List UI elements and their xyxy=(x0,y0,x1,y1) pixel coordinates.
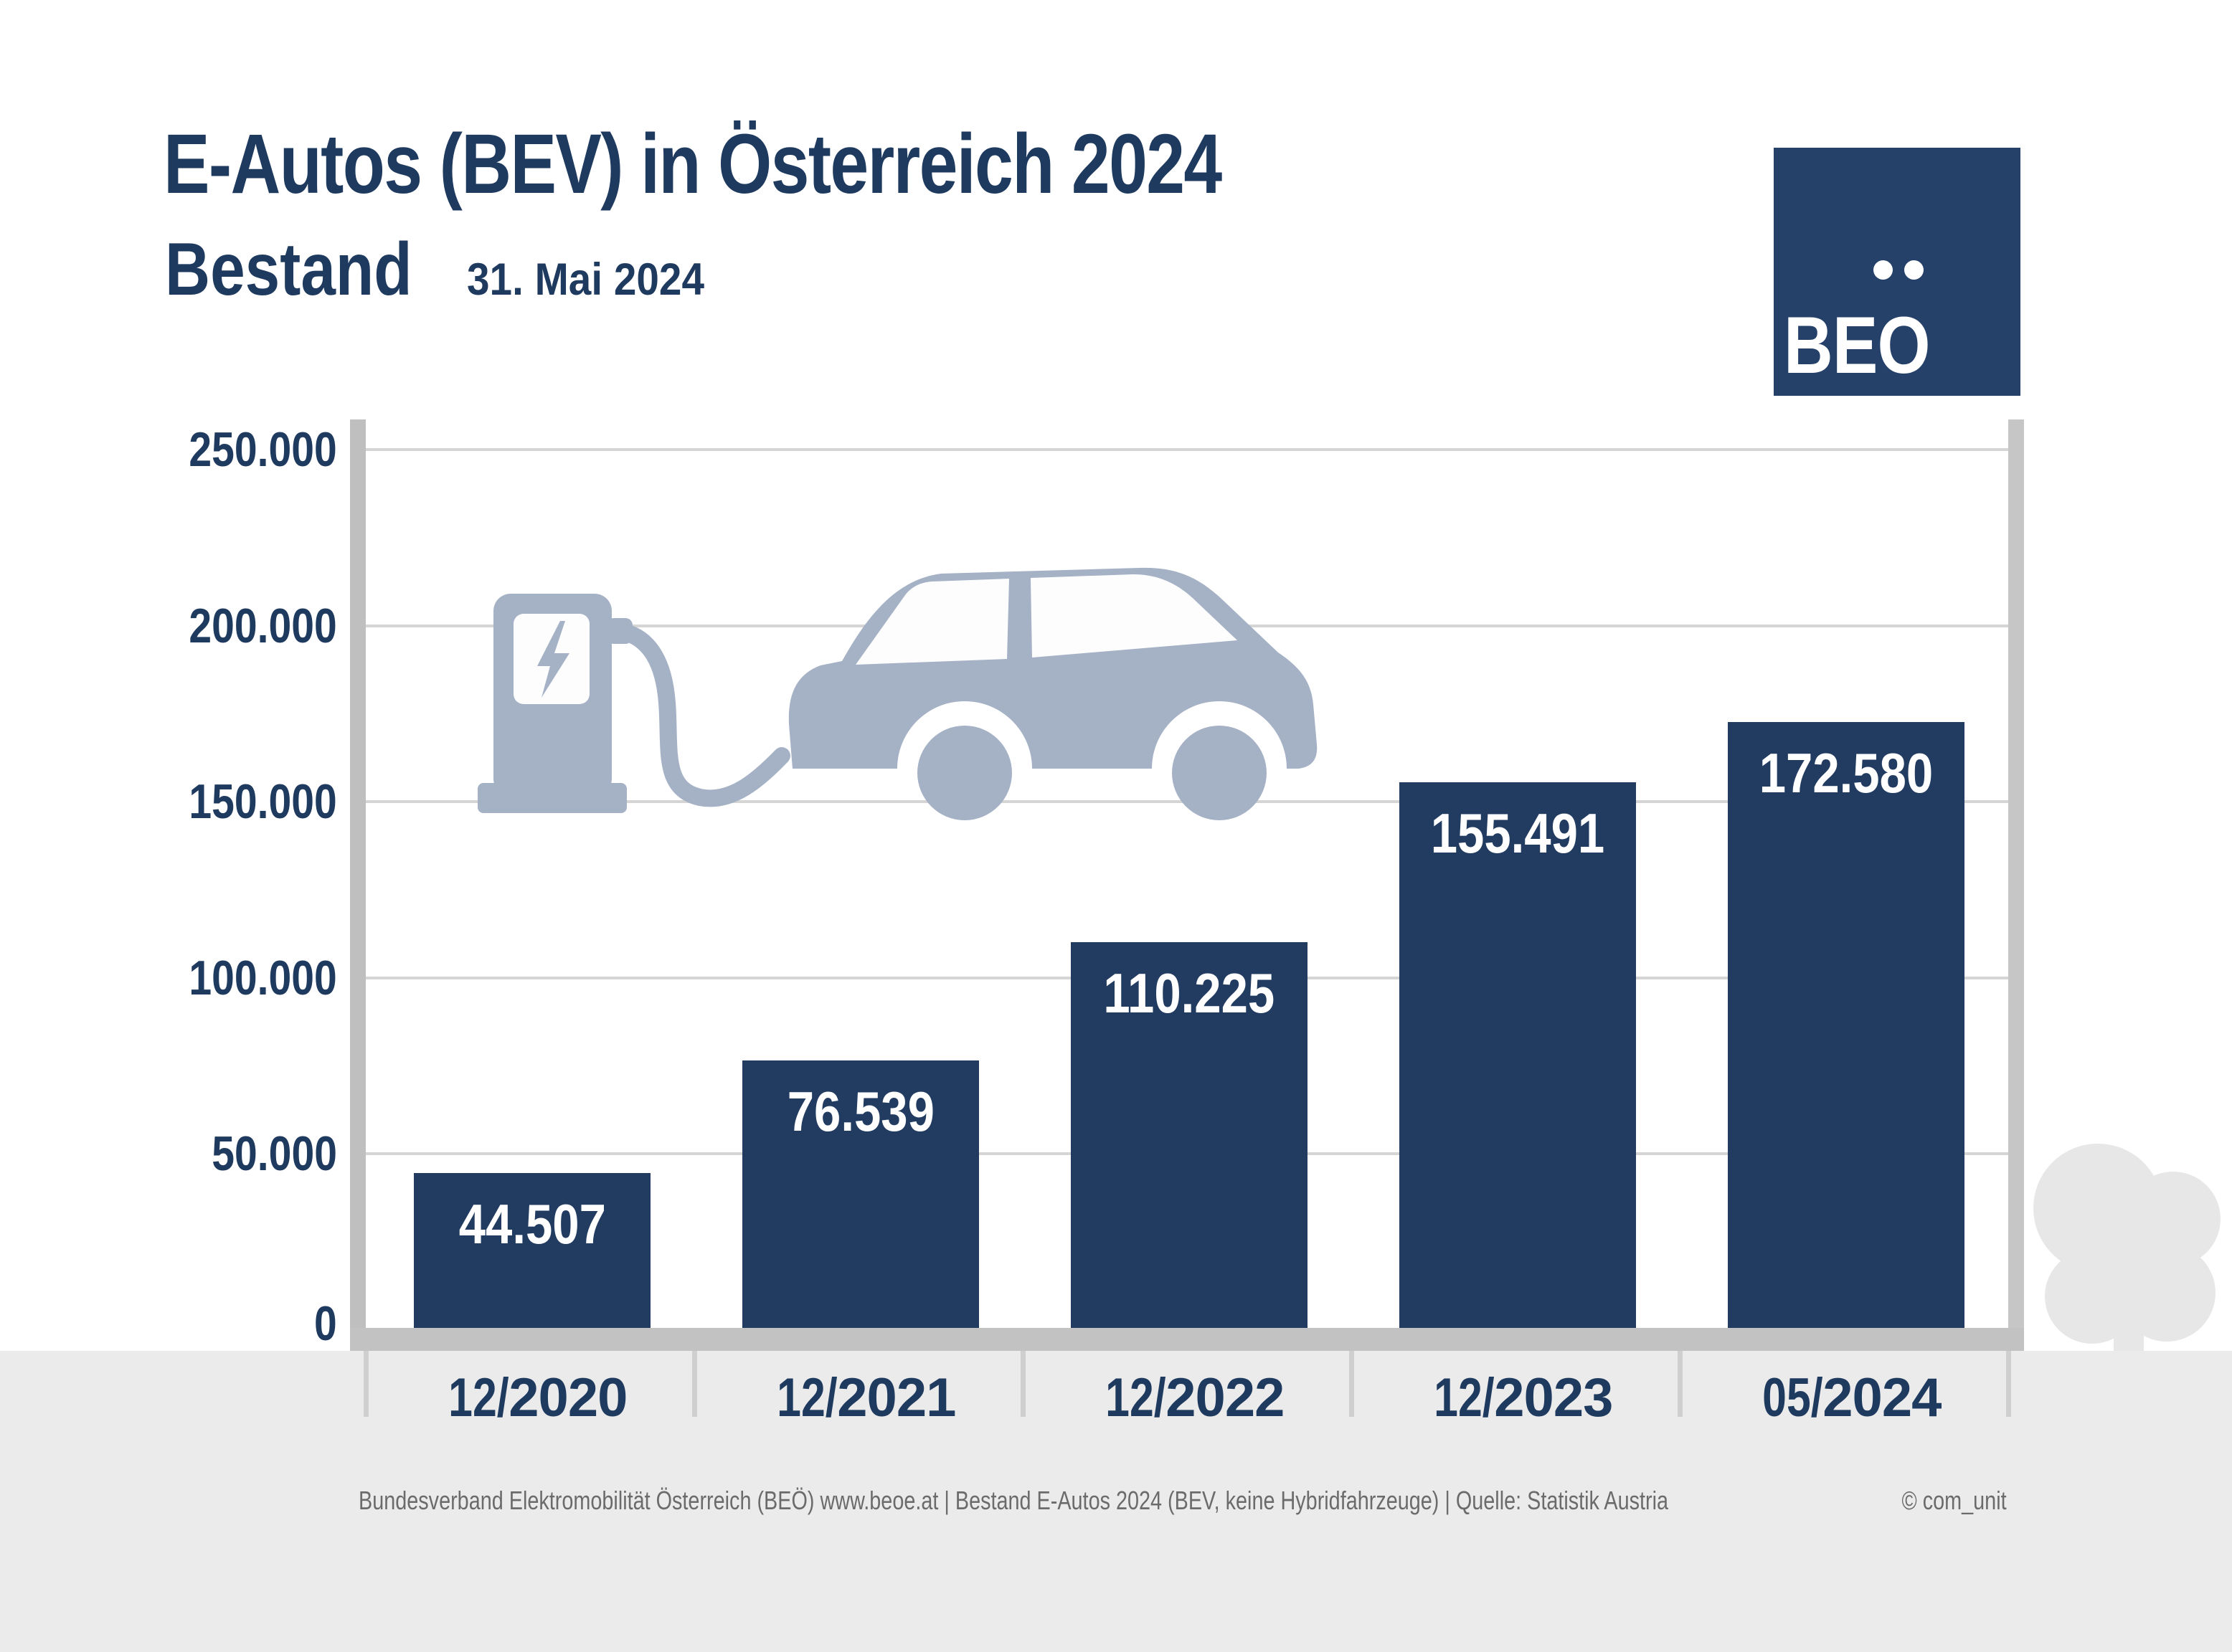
page-title: E-Autos (BEV) in Österreich 2024 xyxy=(164,117,1222,212)
y-tick-label-150.000: 150.000 xyxy=(189,774,337,830)
bar-12/2020: 44.507 xyxy=(414,1173,651,1351)
bar-05/2024: 172.580 xyxy=(1728,722,1964,1351)
bar-value-label: 110.225 xyxy=(1103,961,1275,1025)
y-axis-line-right xyxy=(2008,419,2024,1351)
charging-cable xyxy=(611,622,790,807)
footer-credit: Bundesverband Elektromobilität Österreic… xyxy=(359,1486,1669,1515)
x-label-year: 2021 xyxy=(837,1367,956,1428)
x-label-12/2021: 12/2021 xyxy=(694,1364,1023,1433)
subtitle-date: 31. Mai 2024 xyxy=(466,255,704,305)
bar-value-label: 76.539 xyxy=(787,1080,935,1144)
y-tick-label-0: 0 xyxy=(314,1296,337,1351)
bottom-band: 12/2020 12/2021 12/2022 12/2023 05/2024 Bund… xyxy=(0,1351,2232,1652)
x-axis-ticks xyxy=(0,1351,2232,1652)
gridline-250.000 xyxy=(366,448,2008,451)
x-label-year: 2020 xyxy=(509,1367,628,1428)
logo-umlaut-dot-icon xyxy=(1904,260,1924,280)
x-label-month: 05/ xyxy=(1762,1367,1823,1428)
x-label-year: 2023 xyxy=(1494,1367,1613,1428)
bar-12/2023: 155.491 xyxy=(1399,782,1636,1351)
x-label-12/2023: 12/2023 xyxy=(1351,1364,1680,1433)
page-subtitle: Bestand 31. Mai 2024 xyxy=(165,228,731,311)
bar-value-label: 44.507 xyxy=(458,1192,606,1256)
bar-value-label: 172.580 xyxy=(1759,741,1934,805)
y-tick-label-50.000: 50.000 xyxy=(212,1126,337,1182)
x-axis-tick xyxy=(1021,1351,1026,1417)
x-label-12/2020: 12/2020 xyxy=(366,1364,694,1433)
bar-value-label: 155.491 xyxy=(1430,802,1605,865)
logo-umlaut-dot-icon xyxy=(1873,260,1893,280)
x-axis-tick xyxy=(1678,1351,1683,1417)
x-axis-tick xyxy=(692,1351,697,1417)
tree-icon xyxy=(2033,1144,2221,1355)
y-tick-label-200.000: 200.000 xyxy=(189,598,337,653)
x-label-month: 12/ xyxy=(1105,1367,1166,1428)
x-label-year: 2022 xyxy=(1165,1367,1285,1428)
x-label-month: 12/ xyxy=(776,1367,838,1428)
charging-station-icon xyxy=(478,594,633,813)
footer-copyright: © com_unit xyxy=(1901,1486,2007,1515)
y-tick-label-250.000: 250.000 xyxy=(189,422,337,477)
logo-text: BEO xyxy=(1784,300,1931,390)
x-label-month: 12/ xyxy=(448,1367,509,1428)
x-axis-tick xyxy=(2006,1351,2011,1417)
x-axis-tick xyxy=(364,1351,369,1417)
beo-logo: BEO xyxy=(1774,148,2020,396)
x-label-year: 2024 xyxy=(1822,1367,1942,1428)
y-axis-line-left xyxy=(350,419,366,1351)
x-label-12/2022: 12/2022 xyxy=(1023,1364,1351,1433)
subtitle-main: Bestand xyxy=(165,228,412,311)
bar-12/2021: 76.539 xyxy=(742,1060,979,1351)
x-axis-tick xyxy=(1349,1351,1354,1417)
bar-12/2022: 110.225 xyxy=(1071,941,1307,1351)
y-tick-label-100.000: 100.000 xyxy=(189,950,337,1005)
x-axis-labels: 12/2020 12/2021 12/2022 12/2023 05/2024 xyxy=(366,1364,2008,1443)
x-axis-line xyxy=(350,1328,2024,1351)
ev-car-icon xyxy=(788,567,1318,820)
ev-charging-graphic xyxy=(478,567,1318,820)
y-axis-labels: 0 50.000 100.000 150.000 200.000 250.000 xyxy=(108,419,337,1351)
x-label-month: 12/ xyxy=(1433,1367,1495,1428)
x-label-05/2024: 05/2024 xyxy=(1680,1364,2008,1433)
